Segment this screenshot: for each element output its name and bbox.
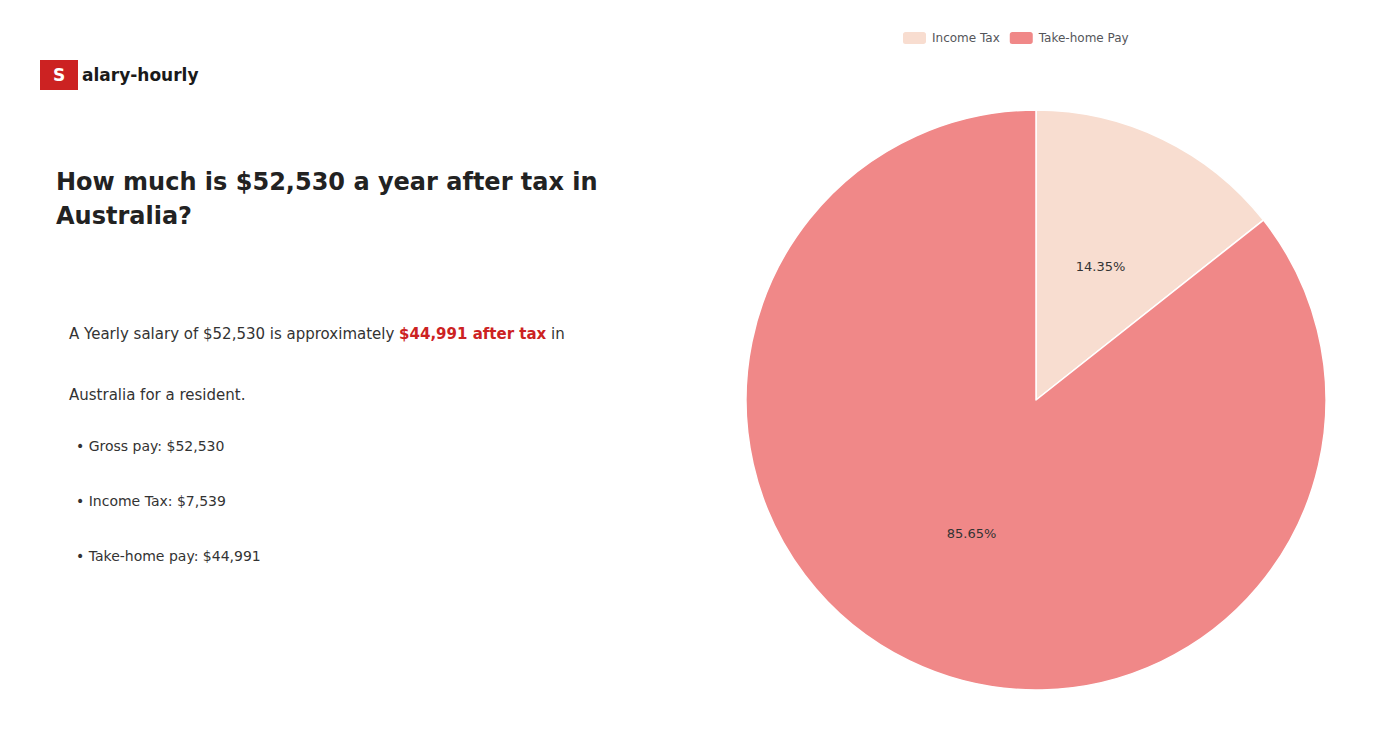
svg-text:Income Tax: Income Tax xyxy=(932,31,1000,45)
svg-text:S: S xyxy=(53,65,65,85)
svg-text:alary-hourly: alary-hourly xyxy=(82,65,198,85)
svg-text:Australia for a resident.: Australia for a resident. xyxy=(69,386,245,404)
svg-text:$44,991 after tax: $44,991 after tax xyxy=(399,325,546,343)
svg-text:• Gross pay: $52,530: • Gross pay: $52,530 xyxy=(76,438,224,454)
svg-text:in: in xyxy=(546,325,564,343)
svg-text:How much is $52,530 a year aft: How much is $52,530 a year after tax in xyxy=(56,168,598,196)
svg-text:14.35%: 14.35% xyxy=(1076,259,1126,274)
svg-text:• Take-home pay: $44,991: • Take-home pay: $44,991 xyxy=(76,548,261,564)
svg-text:Take-home Pay: Take-home Pay xyxy=(1038,31,1129,45)
svg-text:85.65%: 85.65% xyxy=(947,526,997,541)
svg-text:A Yearly salary of $52,530 is: A Yearly salary of $52,530 is approximat… xyxy=(69,325,399,343)
svg-text:Australia?: Australia? xyxy=(56,202,192,230)
svg-text:• Income Tax: $7,539: • Income Tax: $7,539 xyxy=(76,493,226,509)
